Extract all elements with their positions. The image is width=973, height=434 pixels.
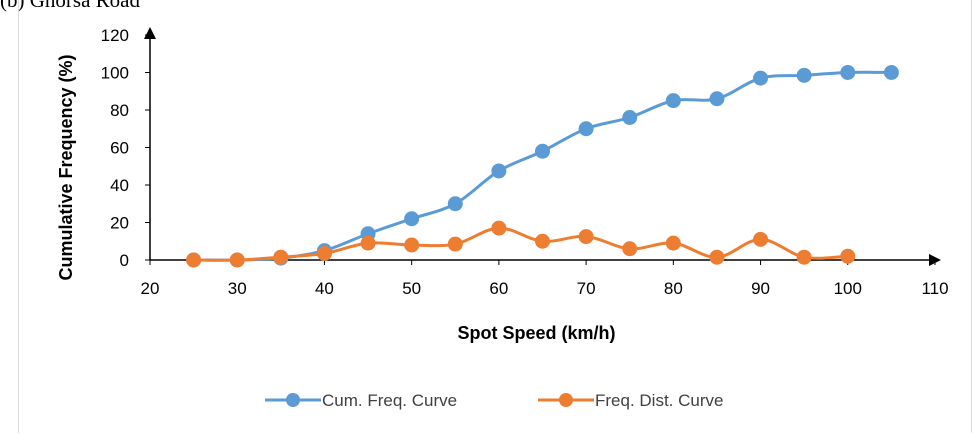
- legend-swatch-marker: [286, 393, 300, 407]
- x-tick-label: 90: [751, 279, 770, 298]
- data-point: [709, 91, 725, 107]
- data-point: [840, 65, 856, 80]
- chart-frame: [18, 0, 972, 433]
- x-tick-label: 110: [921, 279, 948, 298]
- y-axis-arrow: [144, 27, 156, 39]
- data-point: [535, 233, 550, 249]
- data-point: [796, 249, 812, 265]
- data-point: [796, 67, 812, 83]
- data-point: [273, 249, 289, 265]
- data-point: [360, 235, 376, 251]
- series-line: [193, 70, 892, 262]
- x-axis-title: Spot Speed (km/h): [457, 323, 615, 343]
- x-tick-label: 50: [402, 279, 421, 298]
- data-point: [491, 163, 507, 179]
- y-tick-label: 40: [110, 176, 129, 195]
- data-point: [229, 252, 245, 268]
- legend-item: Freq. Dist. Curve: [538, 391, 723, 410]
- data-point: [447, 236, 463, 252]
- x-tick-label: 30: [228, 279, 247, 298]
- x-tick-label: 70: [577, 279, 596, 298]
- x-tick-label: 40: [315, 279, 334, 298]
- x-tick-label: 60: [489, 279, 508, 298]
- data-point: [404, 211, 420, 227]
- data-point: [665, 235, 681, 251]
- series-2: [186, 220, 856, 268]
- y-tick-label: 0: [120, 251, 129, 270]
- data-point: [316, 245, 332, 261]
- series-line: [193, 226, 848, 262]
- legend-swatch-marker: [559, 393, 573, 407]
- y-tick-label: 60: [110, 139, 129, 158]
- legend-item: Cum. Freq. Curve: [265, 391, 457, 410]
- y-tick-label: 20: [110, 214, 129, 233]
- y-tick-label: 120: [101, 26, 129, 45]
- data-point: [622, 110, 638, 125]
- data-point: [186, 252, 202, 268]
- data-point: [753, 231, 769, 247]
- data-point: [753, 70, 769, 86]
- data-point: [578, 121, 594, 137]
- x-tick-label: 80: [664, 279, 683, 298]
- series-layer: [186, 65, 899, 268]
- legend-label: Freq. Dist. Curve: [595, 391, 723, 410]
- data-point: [578, 229, 594, 245]
- data-point: [840, 248, 856, 264]
- data-point: [709, 249, 725, 265]
- y-axis-title: Cumulative Frequency (%): [56, 54, 76, 280]
- figure-caption: (b) Ghorsa Road: [0, 0, 140, 12]
- legend-label: Cum. Freq. Curve: [322, 391, 457, 410]
- legend: Cum. Freq. Curve Freq. Dist. Curve: [265, 391, 723, 410]
- data-point: [535, 143, 550, 159]
- data-point: [447, 196, 463, 212]
- y-tick-label: 80: [110, 101, 129, 120]
- x-tick-label: 20: [141, 279, 160, 298]
- y-tick-label: 100: [101, 64, 129, 83]
- axes: 20 30 40 50 60 70 80 90 100 110 0 20 40 60 80 100 120: [101, 26, 949, 298]
- data-point: [491, 220, 507, 236]
- x-tick-label: 100: [834, 279, 862, 298]
- data-point: [665, 93, 681, 109]
- data-point: [883, 65, 899, 80]
- data-point: [622, 241, 638, 257]
- data-point: [404, 237, 420, 253]
